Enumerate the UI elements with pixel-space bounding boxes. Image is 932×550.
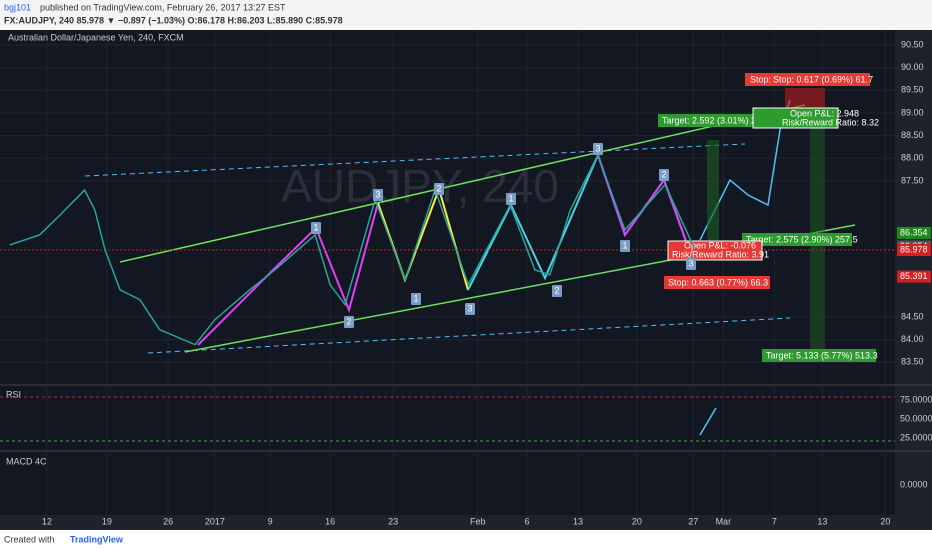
x-tick-label: Feb — [470, 516, 486, 526]
symbol-line: FX:AUDJPY, 240 85.978 ▼ −0.897 (−1.03%) … — [4, 15, 343, 25]
wave-label: 2 — [661, 169, 666, 179]
y-tick-label: 87.50 — [901, 175, 924, 185]
wave-label: 1 — [622, 240, 627, 250]
wave-label: 3 — [595, 143, 600, 153]
wave-box — [311, 222, 321, 234]
wave-box — [686, 258, 696, 270]
pane-legend: Australian Dollar/Japanese Yen, 240, FXC… — [8, 32, 184, 42]
y-tick-label: 89.50 — [901, 85, 924, 95]
y-tick-label: 90.50 — [901, 39, 924, 49]
wave-box — [506, 193, 516, 205]
x-tick-label: 26 — [163, 516, 173, 526]
rsi-tick: 75.0000 — [900, 394, 932, 404]
wave-label: 1 — [413, 293, 418, 303]
x-tick-label: 20 — [632, 516, 642, 526]
user[interactable]: bgj101 — [4, 2, 31, 12]
wave-box — [465, 303, 475, 315]
annotation: Target: 2.575 (2.90%) 257.5 — [746, 234, 858, 244]
x-tick-label: Mar — [716, 516, 732, 526]
wave-label: 3 — [688, 258, 693, 268]
price-tag-label: 85.978 — [900, 244, 928, 254]
channel-dash — [147, 317, 791, 354]
price-tag — [897, 270, 931, 283]
x-tick-label: 16 — [325, 516, 335, 526]
x-tick-label: 2017 — [205, 516, 225, 526]
wave-label: 3 — [375, 189, 380, 199]
wave-box — [411, 293, 421, 305]
wave-box — [620, 240, 630, 252]
wave-box — [552, 285, 562, 297]
wave-box — [344, 316, 354, 328]
wave-label: 2 — [554, 285, 559, 295]
x-tick-label: 6 — [525, 516, 530, 526]
x-tick-label: 19 — [102, 516, 112, 526]
chart-area — [0, 30, 895, 515]
wave-box — [593, 143, 603, 155]
footer-brand[interactable]: TradingView — [70, 534, 124, 544]
annotation: Target: 5.133 (5.77%) 513.3 — [766, 350, 878, 360]
x-tick-label: 13 — [573, 516, 583, 526]
wave-box — [373, 189, 383, 201]
x-tick-label: 23 — [388, 516, 398, 526]
y-tick-label: 89.00 — [901, 107, 924, 117]
wave-label: 1 — [508, 193, 513, 203]
annotation: Risk/Reward Ratio: 3.91 — [672, 249, 769, 259]
channel-dash — [84, 143, 746, 177]
channel-line — [119, 104, 806, 263]
y-tick-label: 84.50 — [901, 311, 924, 321]
price-tag — [897, 226, 931, 239]
x-tick-label: 12 — [42, 516, 52, 526]
wave-label: 1 — [313, 222, 318, 232]
rsi-projection — [699, 407, 717, 436]
y-tick-label: 88.50 — [901, 130, 924, 140]
rsi-tick: 50.0000 — [900, 413, 932, 423]
watermark: AUDJPY, 240 — [281, 160, 559, 212]
x-tick-label: 27 — [688, 516, 698, 526]
x-tick-label: 9 — [268, 516, 273, 526]
annotation: Target: 2.592 (3.01%) 2 — [662, 115, 756, 125]
y-tick-label: 84.00 — [901, 334, 924, 344]
macd-tick: 0.0000 — [900, 479, 928, 489]
time-axis — [0, 515, 895, 530]
x-tick-label: 7 — [772, 516, 777, 526]
target-zone — [707, 140, 719, 240]
footer-created: Created with — [4, 534, 55, 544]
wave-label: 2 — [346, 316, 351, 326]
x-tick-label: 20 — [880, 516, 890, 526]
rsi-tick: 25.0000 — [900, 432, 932, 442]
annotation-boxes: Stop: Stop: 0.617 (0.69%) 61.7 Target: 2.… — [658, 73, 879, 362]
annotation: Stop: — [750, 74, 771, 84]
annotation: Stop: 0.617 (0.69%) 61.7 — [773, 74, 873, 84]
annotation: Risk/Reward Ratio: 8.32 — [782, 117, 879, 127]
price-line — [9, 153, 696, 346]
annotation: Open P&L: 2.948 — [790, 108, 859, 118]
wave-box — [434, 183, 444, 195]
rsi-title: RSI — [6, 389, 21, 399]
annotation: Open P&L: -0.076 — [684, 240, 756, 250]
wave-label: 2 — [436, 183, 441, 193]
wave-box — [659, 169, 669, 181]
drawings — [0, 88, 895, 442]
y-tick-label: 88.00 — [901, 153, 924, 163]
y-tick-label: 90.00 — [901, 62, 924, 72]
price-tag-label: 86.354 — [900, 227, 928, 237]
x-tick-label: 13 — [817, 516, 827, 526]
price-tag — [897, 243, 931, 256]
wave-label: 3 — [467, 303, 472, 313]
macd-title: MACD 4C — [6, 456, 47, 466]
header-bar — [0, 0, 932, 30]
published: published on TradingView.com, February 2… — [40, 2, 286, 12]
annotation: Stop: 0.663 (0.77%) 66.3 — [668, 277, 768, 287]
price-tag-label: 85.391 — [900, 271, 928, 281]
y-tick-label: 83.50 — [901, 357, 924, 367]
